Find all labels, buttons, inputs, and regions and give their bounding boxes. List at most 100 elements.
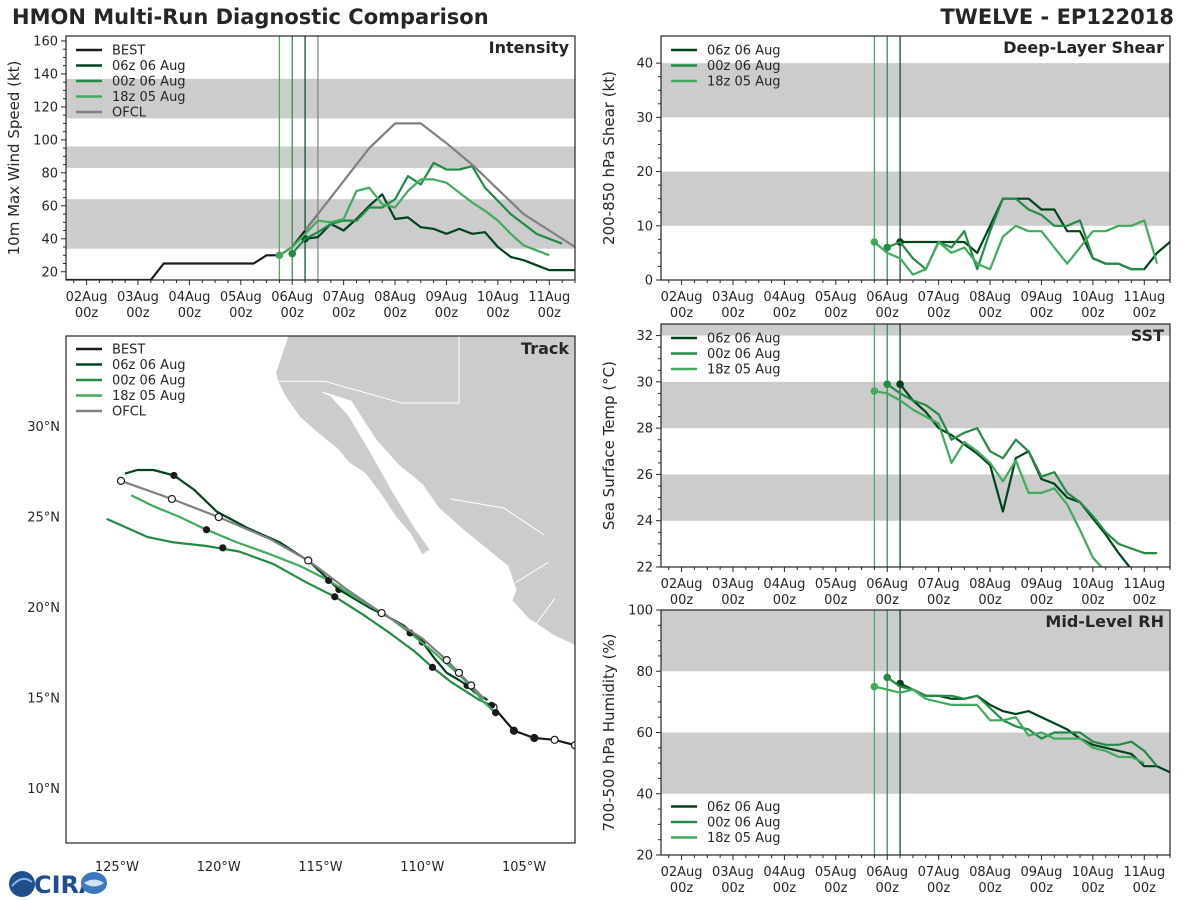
sst-xtick-label: 04Aug	[763, 577, 805, 592]
intensity-ytick-label: 40	[41, 232, 58, 247]
sst-xtick-label: 00z	[876, 593, 900, 608]
rh-xtick-label: 09Aug	[1020, 865, 1062, 880]
track-ytick-label: 25°N	[27, 511, 60, 526]
track-point-ofcl	[116, 476, 126, 485]
intensity-xtick-label: 06Aug	[271, 290, 313, 305]
track-frame	[65, 335, 576, 844]
rh-xtick-label: 00z	[1133, 881, 1157, 896]
track-point-ofcl	[167, 494, 176, 504]
sst-xtick-label: 00z	[1030, 593, 1054, 608]
sst-legend-06z-06-aug: 06z 06 Aug	[707, 332, 781, 347]
sst-legend-00z-06-aug: 00z 06 Aug	[707, 347, 781, 362]
state-border-4	[535, 598, 556, 625]
rh-ytick-label: 60	[636, 726, 653, 741]
sst-ytick-label: 32	[636, 329, 653, 344]
intensity-legend-00z-06-aug: 00z 06 Aug	[112, 75, 186, 90]
shear-legend-06z-06-aug: 06z 06 Aug	[707, 44, 781, 59]
track-xtick-label: 120°W	[197, 860, 241, 875]
rh-xtick-label: 00z	[670, 881, 694, 896]
track-18z-05-aug	[130, 494, 497, 714]
track-ytick-label: 15°N	[27, 692, 60, 707]
sst-frame	[660, 323, 1171, 568]
rh-plot-area	[661, 610, 1170, 855]
track-legend-00z-06-aug: 00z 06 Aug	[112, 374, 186, 389]
shear-xtick-label: 00z	[824, 306, 848, 321]
rh-legend-06z-06-aug: 06z 06 Aug	[707, 800, 781, 815]
intensity-xtick-label: 00z	[435, 306, 459, 321]
sst-xtick-label: 09Aug	[1020, 577, 1062, 592]
track-point-ofcl	[454, 668, 464, 677]
rh-xtick-label: 00z	[1081, 881, 1105, 896]
state-border-0	[324, 336, 460, 404]
shear-ylabel: 200-850 hPa Shear (kt)	[600, 71, 618, 245]
track-point-best	[550, 735, 559, 744]
shear-xtick-label: 11Aug	[1123, 290, 1165, 305]
intensity-ytick-label: 80	[41, 166, 58, 181]
rh-start-point-18z-05-aug	[870, 682, 879, 691]
sst-series-18z-05-aug	[874, 390, 1103, 567]
track-point-best	[570, 741, 575, 750]
shear-xtick-label: 04Aug	[763, 290, 805, 305]
sst-ytick-label: 24	[636, 514, 653, 529]
rh-xtick-label: 00z	[721, 881, 745, 896]
state-border-3	[515, 561, 549, 583]
rh-xtick-label: 04Aug	[763, 865, 805, 880]
intensity-xtick-label: 10Aug	[477, 290, 519, 305]
rh-xtick-label: 05Aug	[815, 865, 857, 880]
shear-xtick-label: 10Aug	[1072, 290, 1114, 305]
track-legend-ofcl: OFCL	[112, 405, 147, 420]
sst-panel: 22242628303202Aug00z03Aug00z04Aug00z05Au…	[600, 323, 1171, 608]
sst-xtick-label: 03Aug	[712, 577, 754, 592]
track-legend-18z-05-aug: 18z 05 Aug	[112, 389, 186, 404]
sst-start-point-06z-06-aug	[896, 380, 904, 388]
intensity-xtick-label: 08Aug	[374, 290, 416, 305]
rh-ytick-label: 40	[636, 787, 653, 802]
intensity-xtick-label: 00z	[178, 306, 202, 321]
intensity-panel: 2040608010012014016002Aug00z03Aug00z04Au…	[5, 34, 576, 321]
shear-xtick-label: 07Aug	[918, 290, 960, 305]
track-xtick-label: 105°W	[502, 860, 546, 875]
sst-xtick-label: 00z	[1081, 593, 1105, 608]
sst-xtick-label: 07Aug	[918, 577, 960, 592]
rh-band-1	[661, 610, 1170, 672]
intensity-ytick-label: 20	[41, 265, 58, 280]
shear-xtick-label: 00z	[1081, 306, 1105, 321]
shear-xtick-label: 00z	[1133, 306, 1157, 321]
shear-plot-area	[661, 36, 1170, 280]
track-ytick-label: 20°N	[27, 601, 60, 616]
intensity-xtick-label: 07Aug	[323, 290, 365, 305]
intensity-start-point-18z-05-aug	[275, 251, 284, 260]
rh-ytick-label: 20	[636, 849, 653, 864]
shear-legend-00z-06-aug: 00z 06 Aug	[707, 59, 781, 74]
track-xtick-label: 125°W	[95, 860, 139, 875]
intensity-plot-area	[66, 36, 575, 280]
sst-band-0	[661, 474, 1170, 521]
sst-ytick-label: 22	[636, 561, 653, 576]
shear-band-1	[661, 63, 1170, 118]
shear-panel-title: Deep-Layer Shear	[1003, 38, 1164, 57]
sst-xtick-label: 02Aug	[661, 577, 703, 592]
shear-ytick-label: 40	[636, 57, 653, 72]
intensity-xtick-label: 00z	[281, 306, 305, 321]
sst-xtick-label: 00z	[824, 593, 848, 608]
intensity-start-point-00z-06-aug	[288, 249, 297, 258]
intensity-legend-ofcl: OFCL	[112, 106, 147, 121]
intensity-panel-title: Intensity	[489, 38, 570, 57]
intensity-xtick-label: 11Aug	[528, 290, 570, 305]
intensity-legend-06z-06-aug: 06z 06 Aug	[112, 59, 186, 74]
land-mass	[275, 336, 575, 647]
rh-xtick-label: 11Aug	[1123, 865, 1165, 880]
intensity-xtick-label: 00z	[126, 306, 150, 321]
track-point-06z-06-aug	[170, 471, 178, 480]
shear-ytick-label: 10	[636, 219, 653, 234]
sst-xtick-label: 00z	[773, 593, 797, 608]
rh-xtick-label: 07Aug	[918, 865, 960, 880]
track-point-best	[530, 733, 539, 743]
track-ytick-label: 30°N	[27, 420, 60, 435]
sst-xtick-label: 08Aug	[969, 577, 1011, 592]
intensity-xtick-label: 00z	[229, 306, 253, 321]
rh-xtick-label: 00z	[773, 881, 797, 896]
track-point-ofcl	[377, 608, 386, 618]
page-title: HMON Multi-Run Diagnostic Comparison	[12, 5, 489, 29]
